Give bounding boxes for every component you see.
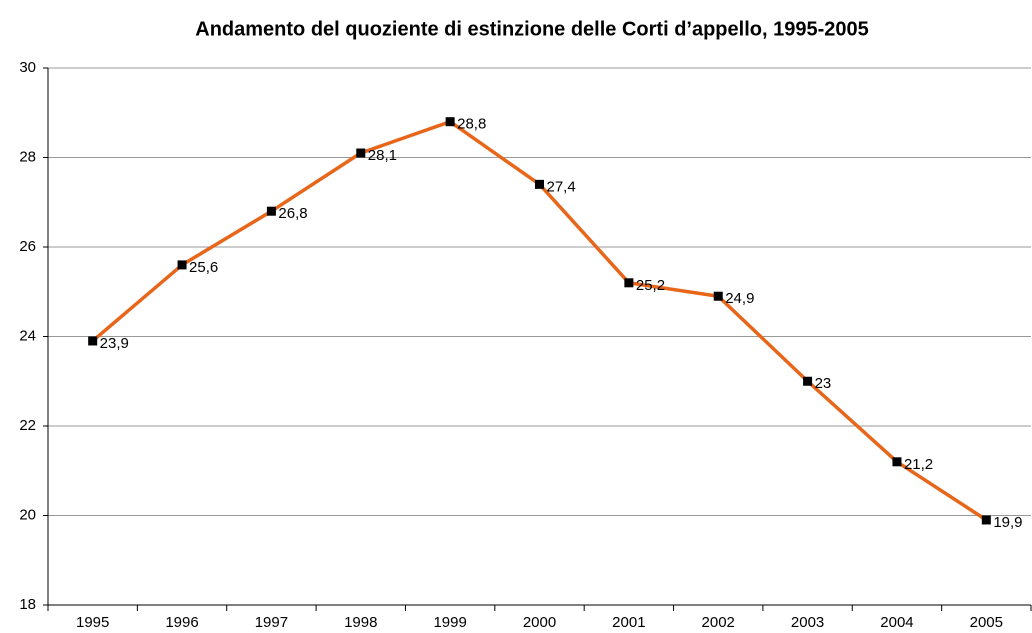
y-tick-label: 24	[19, 327, 36, 344]
data-label: 24,9	[725, 290, 754, 307]
x-tick-label: 2003	[791, 614, 824, 631]
marker	[803, 376, 813, 386]
marker	[356, 148, 366, 158]
x-tick-label: 2004	[880, 614, 913, 631]
marker	[177, 260, 187, 270]
x-tick-label: 1999	[433, 614, 466, 631]
marker	[713, 291, 723, 301]
x-tick-label: 2002	[702, 614, 735, 631]
y-tick-label: 30	[19, 59, 36, 76]
x-tick-label: 2000	[523, 614, 556, 631]
data-label: 27,4	[547, 178, 576, 195]
y-tick-label: 18	[19, 596, 36, 613]
data-label: 23,9	[100, 335, 129, 352]
data-label: 23	[815, 375, 832, 392]
x-tick-label: 1995	[76, 614, 109, 631]
chart-title: Andamento del quoziente di estinzione de…	[195, 18, 868, 40]
x-tick-label: 2001	[612, 614, 645, 631]
data-label: 25,2	[636, 277, 665, 294]
marker	[445, 117, 455, 127]
data-label: 28,1	[368, 147, 397, 164]
marker	[624, 278, 634, 288]
marker	[88, 336, 98, 346]
y-tick-label: 20	[19, 506, 36, 523]
x-tick-label: 1998	[344, 614, 377, 631]
marker	[266, 206, 276, 216]
data-label: 26,8	[278, 205, 307, 222]
x-tick-label: 1997	[255, 614, 288, 631]
marker	[892, 457, 902, 467]
marker	[981, 515, 991, 525]
data-label: 28,8	[457, 116, 486, 133]
y-tick-label: 28	[19, 148, 36, 165]
x-tick-label: 2005	[970, 614, 1003, 631]
marker	[535, 179, 544, 189]
y-tick-label: 26	[19, 238, 36, 255]
x-tick-label: 1996	[165, 614, 198, 631]
y-tick-label: 22	[19, 417, 36, 434]
data-label: 21,2	[904, 456, 933, 473]
data-label: 19,9	[993, 514, 1022, 531]
data-label: 25,6	[189, 259, 218, 276]
